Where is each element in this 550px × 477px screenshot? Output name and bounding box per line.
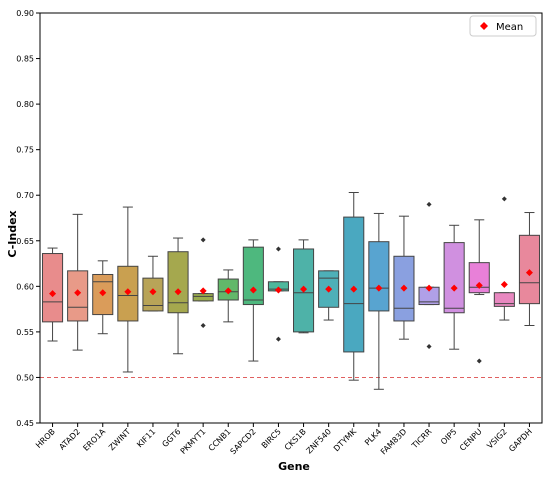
box-group — [117, 206, 139, 373]
box-group — [318, 270, 340, 321]
iqr-box — [368, 241, 390, 312]
x-axis-title: Gene — [278, 460, 310, 473]
mean-marker — [74, 289, 82, 297]
outlier-point — [426, 201, 432, 207]
mean-marker — [149, 288, 157, 296]
legend: Mean — [469, 15, 537, 37]
boxes-layer — [42, 191, 540, 390]
iqr-box — [443, 242, 465, 314]
outlier-point — [275, 246, 281, 252]
mean-marker — [124, 288, 132, 296]
mean-marker — [199, 287, 207, 295]
box-group — [242, 239, 264, 362]
mean-marker — [500, 281, 508, 289]
mean-marker — [350, 285, 358, 293]
mean-marker — [425, 284, 433, 292]
box-group — [267, 246, 289, 342]
outlier-point — [200, 323, 206, 329]
mean-marker — [300, 285, 308, 293]
y-tick-label: 0.80 — [16, 100, 34, 109]
iqr-box — [493, 292, 515, 307]
mean-marker — [224, 287, 232, 295]
mean-marker — [325, 285, 333, 293]
iqr-box — [343, 216, 365, 353]
box-group — [293, 239, 315, 334]
y-tick-label: 0.50 — [16, 373, 34, 382]
outlier-point — [200, 237, 206, 243]
y-tick-label: 0.85 — [16, 55, 34, 64]
box-group — [92, 260, 114, 335]
box-group — [42, 247, 64, 342]
box-group — [393, 215, 415, 340]
mean-marker — [400, 284, 408, 292]
y-tick-label: 0.90 — [16, 9, 34, 18]
mean-marker — [174, 288, 182, 296]
box-group — [368, 212, 390, 390]
iqr-box — [167, 251, 189, 314]
outlier-point — [426, 343, 432, 349]
box-group — [167, 237, 189, 355]
box-group — [493, 196, 515, 321]
legend-mean-marker — [480, 22, 488, 30]
iqr-box — [192, 293, 214, 302]
y-tick-label: 0.65 — [16, 237, 34, 246]
iqr-box — [42, 253, 64, 323]
mean-marker — [525, 269, 533, 277]
legend-box — [469, 15, 537, 37]
box-group — [217, 269, 239, 323]
mean-marker — [450, 284, 458, 292]
legend-label: Mean — [496, 22, 523, 33]
box-group — [418, 201, 440, 349]
mean-marker — [99, 289, 107, 297]
y-tick-label: 0.45 — [16, 419, 34, 428]
y-tick-label: 0.70 — [16, 191, 34, 200]
box-group — [142, 255, 164, 312]
outlier-point — [476, 358, 482, 364]
outlier-point — [501, 196, 507, 202]
outlier-point — [275, 336, 281, 342]
box-group — [67, 213, 89, 351]
mean-marker — [49, 290, 57, 298]
iqr-box — [468, 262, 490, 294]
box-group — [468, 219, 490, 364]
y-tick-label: 0.75 — [16, 146, 34, 155]
box-group — [518, 212, 540, 327]
y-tick-label: 0.55 — [16, 328, 34, 337]
mean-marker — [375, 284, 383, 292]
mean-marker — [475, 281, 483, 289]
box-group — [192, 237, 214, 329]
plot-frame — [39, 12, 543, 424]
y-tick-label: 0.60 — [16, 282, 34, 291]
box-group — [443, 224, 465, 350]
y-axis-title: C-Index — [6, 210, 19, 257]
iqr-box — [242, 246, 264, 306]
mean-marker — [274, 286, 282, 294]
mean-marker — [249, 286, 257, 294]
box-group — [343, 191, 365, 381]
